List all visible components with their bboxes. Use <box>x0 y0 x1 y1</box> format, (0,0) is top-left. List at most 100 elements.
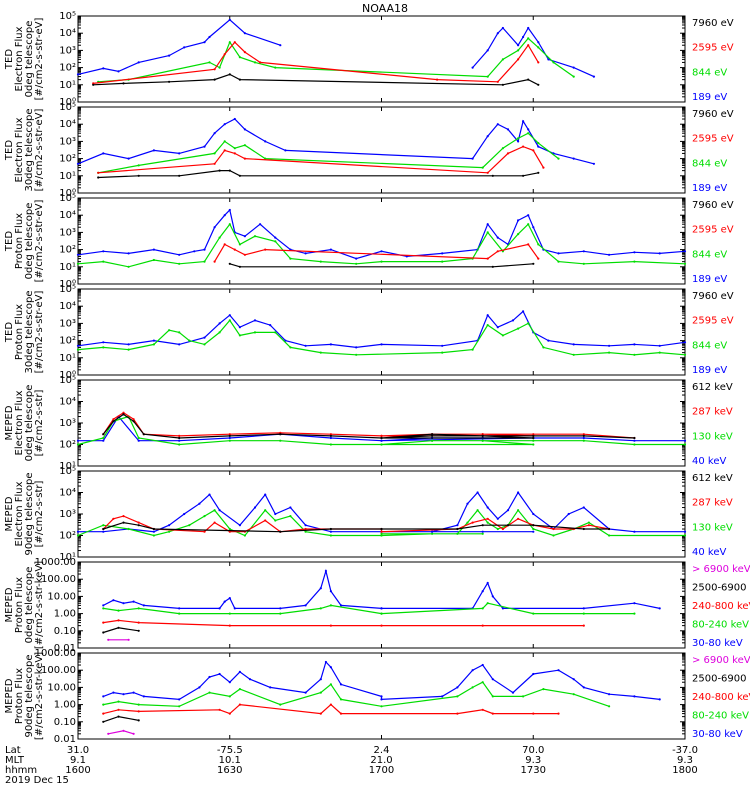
data-point <box>355 353 358 356</box>
data-point <box>329 433 332 436</box>
data-point <box>339 604 343 607</box>
data-point <box>228 527 231 531</box>
data-point <box>380 612 383 615</box>
data-point <box>501 147 504 150</box>
data-point <box>102 695 105 698</box>
data-point <box>279 612 282 615</box>
data-point <box>213 509 216 512</box>
y-axis-label: TEDElectron Flux0deg telescope[#/cm2-s-s… <box>4 18 45 101</box>
data-point <box>178 612 181 615</box>
data-point <box>658 351 661 354</box>
data-point <box>542 346 545 349</box>
legend-entry: 7960 eV <box>692 291 734 302</box>
data-point <box>218 607 221 610</box>
data-point <box>527 132 530 135</box>
data-point <box>481 590 484 593</box>
data-point <box>471 686 474 689</box>
data-point <box>127 252 130 255</box>
data-point <box>76 344 80 347</box>
data-point <box>127 638 130 641</box>
series-line <box>98 145 544 174</box>
data-point <box>582 439 585 442</box>
data-point <box>471 669 474 672</box>
y-tick-label: 10² <box>59 63 76 74</box>
data-point <box>527 44 530 47</box>
data-point <box>259 61 262 64</box>
y-axis-label-line: 90deg telescope <box>24 654 35 737</box>
panel-7: 0.010.101.0010.00100.001000.00MEPEDProto… <box>4 557 750 654</box>
data-point <box>582 686 585 689</box>
y-axis-label-line: [#/cm2-s-str-eV] <box>34 200 45 283</box>
data-point <box>552 527 555 531</box>
data-point <box>572 343 575 346</box>
y-axis-label-line: Electron Flux <box>14 117 25 182</box>
legend-entry: 40 keV <box>692 456 726 467</box>
data-point <box>501 58 504 61</box>
series-line <box>77 415 685 446</box>
y-axis-label: TEDProton Flux0deg telescope[#/cm2-s-str… <box>4 200 45 283</box>
data-point <box>441 695 444 698</box>
data-point <box>532 530 535 533</box>
data-point <box>178 705 181 708</box>
data-point <box>117 715 120 718</box>
data-point <box>491 695 494 698</box>
data-point <box>582 624 585 627</box>
data-point <box>112 418 115 421</box>
data-point <box>233 607 236 610</box>
footer-tick-mlt: 9.1 <box>70 755 86 766</box>
data-point <box>329 604 332 607</box>
footer-tick-lat: -75.5 <box>217 745 243 756</box>
data-point <box>658 252 661 255</box>
data-point <box>380 695 383 698</box>
data-point <box>547 58 550 61</box>
data-point <box>456 712 459 715</box>
y-tick-label: 10³ <box>59 45 76 56</box>
data-point <box>102 341 105 344</box>
data-point <box>228 681 231 684</box>
data-point <box>511 691 515 694</box>
data-point <box>168 329 171 332</box>
data-point <box>329 534 332 537</box>
data-point <box>264 493 267 496</box>
data-point <box>137 719 140 722</box>
data-point <box>633 602 636 605</box>
data-point <box>228 262 231 265</box>
data-point <box>238 524 241 527</box>
data-point <box>431 439 434 442</box>
data-point <box>380 434 383 437</box>
data-point <box>132 732 135 735</box>
data-point <box>218 708 221 711</box>
data-point <box>243 253 246 256</box>
data-point <box>517 137 520 140</box>
data-point <box>532 443 535 446</box>
data-point <box>471 521 474 524</box>
data-point <box>107 732 110 735</box>
data-point <box>517 491 520 494</box>
data-point <box>517 517 520 520</box>
data-point <box>329 683 332 686</box>
data-point <box>122 521 125 524</box>
data-point <box>496 527 499 531</box>
data-point <box>279 703 282 706</box>
data-point <box>243 128 246 131</box>
data-point <box>112 599 115 602</box>
data-point <box>188 339 191 342</box>
data-point <box>557 157 560 160</box>
y-tick-label: 10¹ <box>59 552 76 563</box>
data-point <box>243 157 246 160</box>
data-point <box>178 343 181 346</box>
footer-label-lat: Lat <box>5 745 21 756</box>
data-point <box>633 443 636 446</box>
data-point <box>431 532 434 535</box>
panel-frame <box>77 197 686 285</box>
data-point <box>76 253 80 256</box>
data-point <box>592 162 596 165</box>
data-point <box>501 26 504 30</box>
y-tick-label: 0.10 <box>54 717 76 728</box>
y-tick-label: 10⁴ <box>59 28 76 39</box>
y-axis-label-line: Proton Flux <box>14 213 25 269</box>
data-point <box>471 157 474 160</box>
data-point <box>329 530 332 533</box>
data-point <box>486 223 489 226</box>
data-point <box>284 149 287 152</box>
